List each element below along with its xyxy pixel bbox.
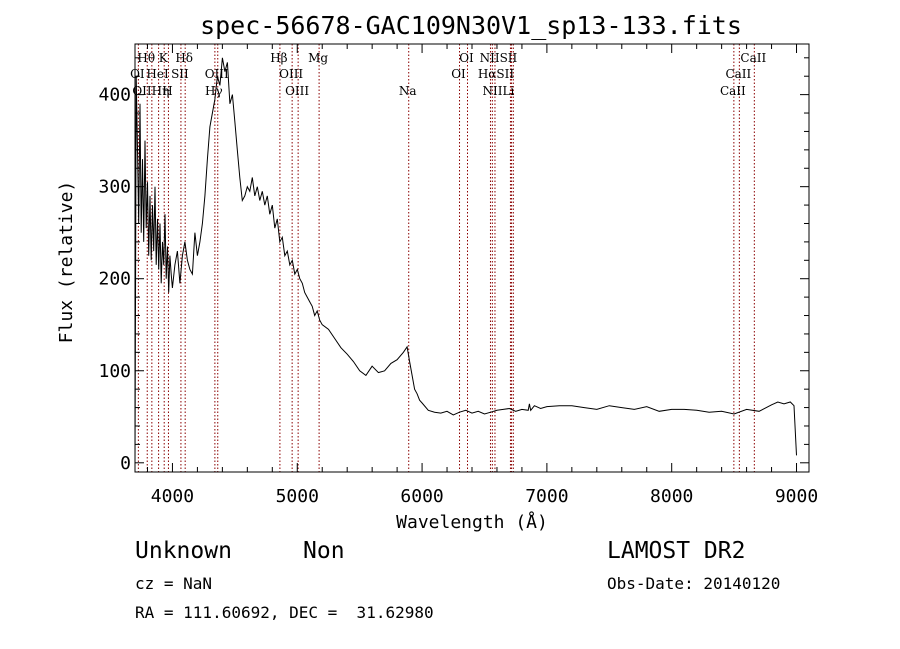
x-axis-label: Wavelength (Å) [396, 511, 548, 533]
line-marker-label: NIISII [480, 51, 518, 65]
line-marker-label: OIII [205, 67, 229, 81]
line-marker-label: NIILi [483, 84, 515, 98]
line-marker-label: OI [451, 67, 466, 81]
object-class: Unknown [135, 538, 232, 564]
line-marker-label: SII [171, 67, 189, 81]
object-subclass: Non [303, 538, 345, 564]
line-marker-label: Hγ [205, 84, 223, 98]
line-marker-label: CaII [725, 67, 751, 81]
line-marker-label: Na [399, 84, 417, 98]
y-tick-label: 0 [120, 453, 131, 474]
line-marker-label: HeI [146, 67, 169, 81]
spectrum-line [134, 57, 797, 463]
line-marker-label: OIII [285, 84, 309, 98]
observation-date: Obs-Date: 20140120 [607, 574, 781, 593]
y-axis-label: Flux (relative) [56, 181, 77, 344]
line-marker-label: Hβ [270, 51, 287, 65]
line-marker-label: Hδ [175, 51, 193, 65]
plot-frame [134, 43, 810, 473]
y-tick-label: 200 [98, 269, 131, 290]
line-marker-label: Hθ [137, 51, 155, 65]
y-tick-label: 100 [98, 361, 131, 382]
line-marker-label: K [159, 51, 169, 65]
x-tick-label: 8000 [650, 486, 693, 507]
line-marker-label: Mg [308, 51, 328, 65]
line-marker-label: HαSII [478, 67, 515, 81]
line-marker-label: OIII [279, 67, 303, 81]
line-marker-label: OI [130, 67, 145, 81]
line-marker-label: H [162, 84, 172, 98]
survey-name: LAMOST DR2 [607, 538, 746, 564]
x-tick-label: 7000 [525, 486, 568, 507]
redshift-value: cz = NaN [135, 574, 213, 593]
x-tick-label: 5000 [276, 486, 319, 507]
x-tick-label: 4000 [151, 486, 194, 507]
x-tick-label: 6000 [400, 486, 443, 507]
y-tick-label: 300 [98, 177, 131, 198]
coordinates: RA = 111.60692, DEC = 31.62980 [135, 603, 434, 622]
y-tick-label: 400 [98, 85, 131, 106]
chart-title: spec-56678-GAC109N30V1_sp13-133.fits [200, 11, 742, 40]
x-tick-label: 9000 [775, 486, 818, 507]
line-marker-label: CaII [720, 84, 746, 98]
axis-ticks: 4000 5000 6000 7000 8000 9000 0 100 200 300 400 [98, 44, 818, 507]
line-marker-label: OI [459, 51, 474, 65]
line-marker-label: CaII [740, 51, 766, 65]
